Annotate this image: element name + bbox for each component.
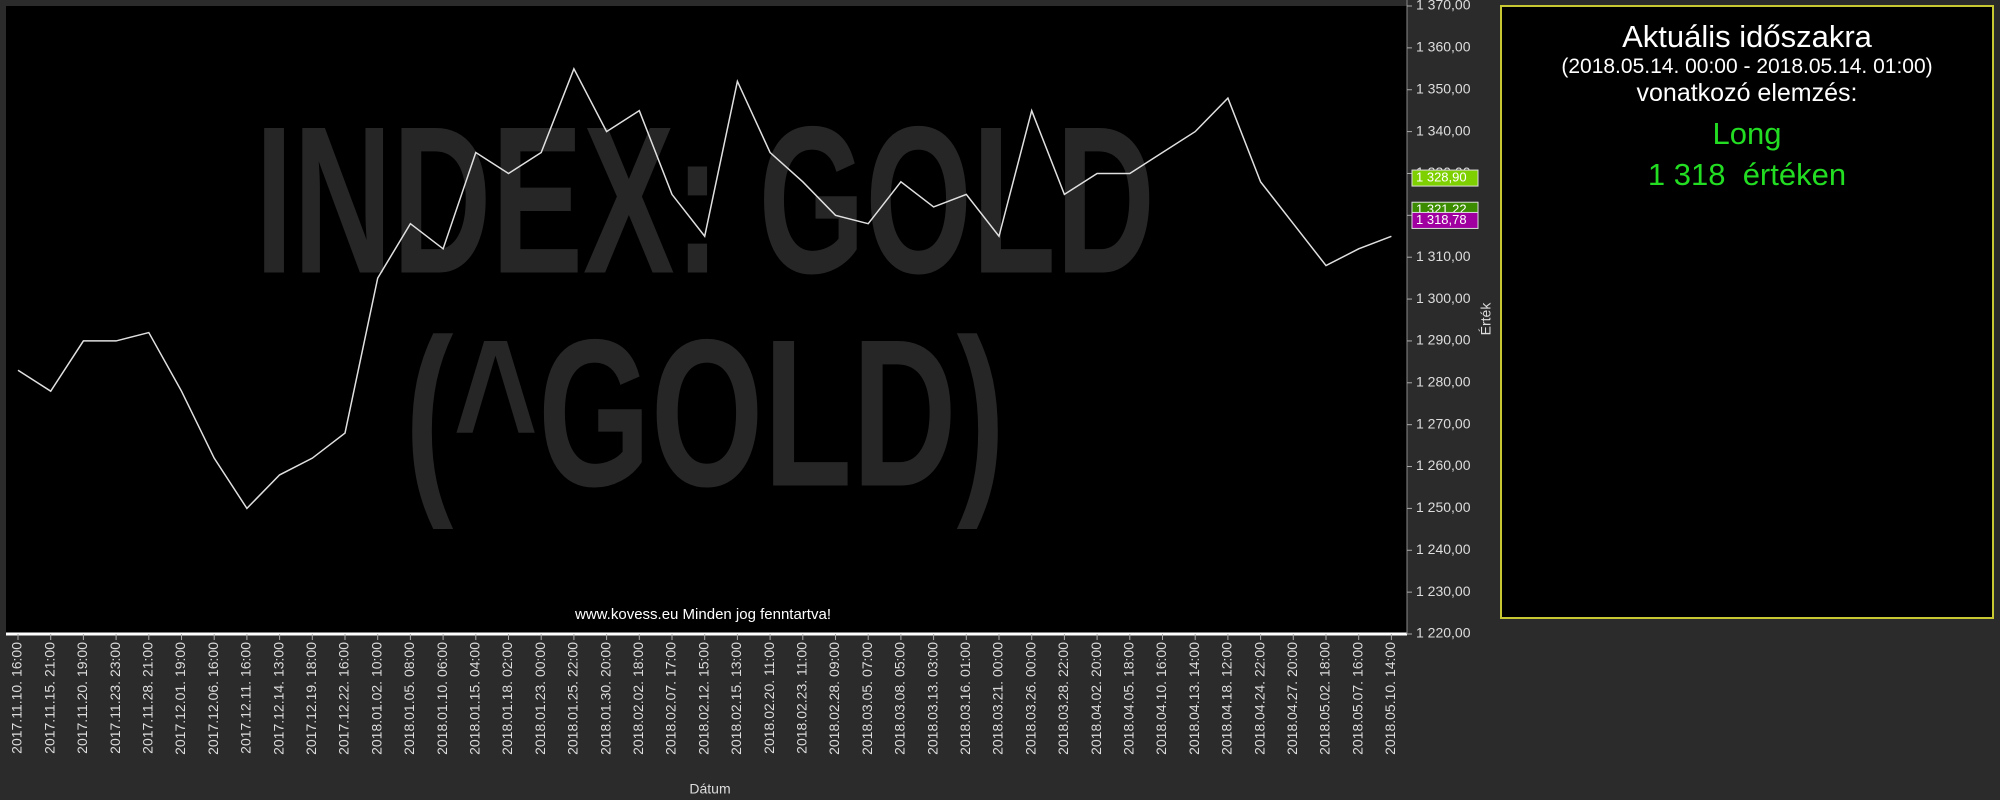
chart: INDEX: GOLD (^GOLD) www.kovess.eu Minden… — [6, 0, 1494, 797]
x-axis-title: Dátum — [689, 781, 730, 797]
signal: Long — [1712, 115, 1782, 151]
panel-subtitle: vonatkozó elemzés: — [1636, 78, 1858, 107]
y-tick-label: 1 350,00 — [1416, 80, 1471, 96]
x-tick-label: 2018.01.18. 02:00 — [499, 642, 515, 755]
x-tick-label: 2018.02.07. 17:00 — [663, 642, 679, 755]
x-tick-label: 2018.01.10. 06:00 — [434, 642, 450, 755]
x-tick-label: 2018.05.07. 16:00 — [1349, 642, 1365, 755]
y-tick-label: 1 370,00 — [1416, 0, 1471, 13]
x-tick-label: 2018.01.23. 00:00 — [532, 642, 548, 755]
watermark: INDEX: GOLD — [255, 82, 1155, 317]
analysis-panel: Aktuális időszakra (2018.05.14. 00:00 - … — [1500, 5, 1994, 619]
x-tick-label: 2018.01.30. 20:00 — [597, 642, 613, 755]
y-tick-label: 1 290,00 — [1416, 332, 1471, 348]
x-tick-label: 2018.04.10. 16:00 — [1153, 642, 1169, 755]
footer: www.kovess.eu Minden jog fenntartva! — [574, 606, 831, 623]
x-tick-label: 2017.12.01. 19:00 — [172, 642, 188, 755]
x-tick-label: 2017.11.10. 16:00 — [9, 642, 25, 754]
y-tick-label: 1 280,00 — [1416, 374, 1471, 390]
x-tick-label: 2017.11.28. 21:00 — [140, 642, 156, 754]
y-axis-title: Érték — [1478, 302, 1494, 336]
x-tick-label: 2017.11.20. 19:00 — [74, 642, 90, 754]
x-tick-label: 2018.02.02. 18:00 — [630, 642, 646, 755]
price-line — [17, 66, 1392, 510]
panel-title: Aktuális időszakra — [1622, 19, 1872, 54]
x-tick-label: 2018.05.10. 14:00 — [1382, 642, 1398, 755]
x-tick-label: 2018.02.20. 11:00 — [761, 642, 777, 754]
watermark: (^GOLD) — [405, 295, 1005, 530]
x-tick-label: 2018.03.08. 05:00 — [892, 642, 908, 755]
price-marker — [1411, 169, 1479, 187]
y-tick-label: 1 220,00 — [1416, 625, 1471, 641]
y-tick-label: 1 240,00 — [1416, 541, 1471, 557]
x-tick-label: 2018.04.27. 20:00 — [1284, 642, 1300, 755]
x-tick-label: 2018.05.02. 18:00 — [1317, 642, 1333, 755]
x-tick-label: 2018.04.24. 22:00 — [1251, 642, 1267, 755]
y-tick-label: 1 310,00 — [1416, 248, 1471, 264]
x-tick-label: 2018.02.28. 09:00 — [826, 642, 842, 755]
x-tick-label: 2018.04.05. 18:00 — [1121, 642, 1137, 755]
y-tick-label: 1 300,00 — [1416, 290, 1471, 306]
y-tick-label: 1 340,00 — [1416, 122, 1471, 138]
x-tick-label: 2017.12.22. 16:00 — [336, 642, 352, 755]
x-tick-label: 2018.01.05. 08:00 — [401, 642, 417, 755]
y-tick-label: 1 260,00 — [1416, 457, 1471, 473]
x-tick-label: 2018.03.28. 22:00 — [1055, 642, 1071, 755]
y-tick-label: 1 360,00 — [1416, 39, 1471, 55]
x-tick-label: 2018.01.15. 04:00 — [467, 642, 483, 755]
x-tick-label: 2018.01.02. 10:00 — [368, 642, 384, 755]
x-tick-label: 2018.04.18. 12:00 — [1219, 642, 1235, 755]
x-tick-label: 2018.02.15. 13:00 — [728, 642, 744, 755]
x-tick-label: 2017.12.11. 16:00 — [238, 642, 254, 754]
x-tick-label: 2018.03.13. 03:00 — [924, 642, 940, 755]
x-tick-label: 2018.03.16. 01:00 — [957, 642, 973, 755]
signal-price: 1 318 értéken — [1647, 157, 1847, 193]
x-tick-label: 2017.12.06. 16:00 — [205, 642, 221, 755]
x-tick-label: 2018.04.02. 20:00 — [1088, 642, 1104, 755]
plot-area — [6, 6, 1407, 634]
x-tick-label: 2018.03.21. 00:00 — [990, 642, 1006, 755]
price-marker — [1411, 211, 1479, 229]
y-tick-label: 1 270,00 — [1416, 415, 1471, 431]
x-tick-label: 2018.01.25. 22:00 — [565, 642, 581, 755]
x-tick-label: 2018.04.13. 14:00 — [1186, 642, 1202, 755]
x-tick-label: 2017.12.19. 18:00 — [303, 642, 319, 755]
y-tick-label: 1 230,00 — [1416, 583, 1471, 599]
panel-period: (2018.05.14. 00:00 - 2018.05.14. 01:00) — [1561, 54, 1933, 78]
x-tick-label: 2018.02.23. 11:00 — [794, 642, 810, 754]
x-tick-label: 2018.02.12. 15:00 — [695, 642, 711, 755]
x-tick-label: 2017.12.14. 13:00 — [270, 642, 286, 755]
x-tick-label: 2017.11.15. 21:00 — [41, 642, 57, 754]
price-marker-label: 1 328,90 — [1416, 170, 1467, 185]
x-tick-label: 2018.03.05. 07:00 — [859, 642, 875, 755]
x-tick-label: 2017.11.23. 23:00 — [107, 642, 123, 754]
x-tick-label: 2018.03.26. 00:00 — [1022, 642, 1038, 755]
y-tick-label: 1 250,00 — [1416, 499, 1471, 515]
price-marker-label: 1 318,78 — [1416, 212, 1467, 227]
